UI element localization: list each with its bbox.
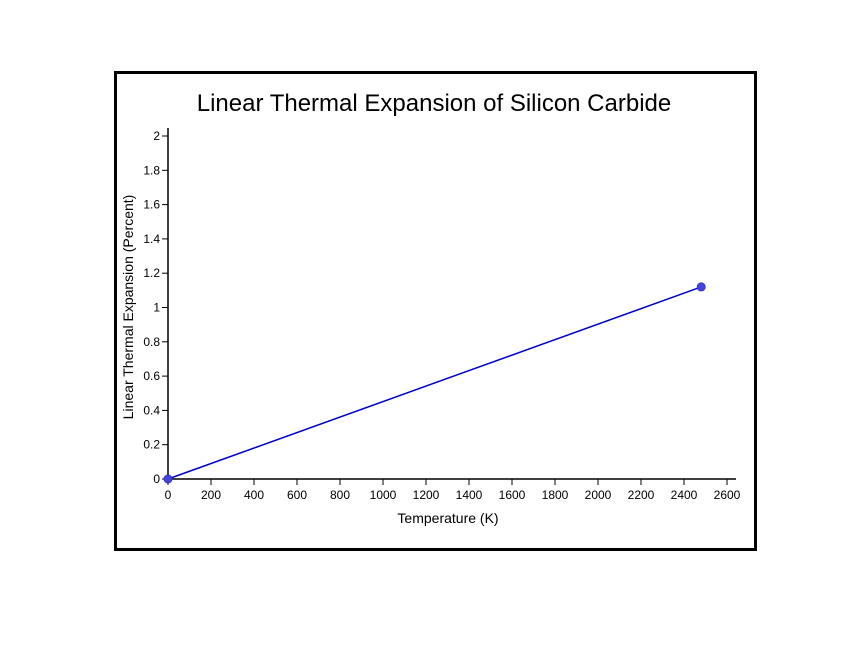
x-tick-label: 2000	[585, 488, 612, 502]
x-axis-label: Temperature (K)	[397, 510, 498, 526]
x-tick-label: 1600	[499, 488, 526, 502]
y-tick-label: 2	[153, 129, 160, 143]
x-tick-label: 0	[165, 488, 172, 502]
x-tick-label: 2200	[628, 488, 655, 502]
x-tick-label: 800	[330, 488, 350, 502]
data-point	[163, 474, 173, 484]
x-tick-label: 1200	[413, 488, 440, 502]
x-tick-label: 400	[244, 488, 264, 502]
x-tick-label: 1000	[370, 488, 397, 502]
chart-title: Linear Thermal Expansion of Silicon Carb…	[197, 90, 671, 117]
plot-area	[163, 282, 706, 484]
axes	[167, 128, 736, 480]
ticks: 0 200 400 600 800 1000 1200 1400 1600 1800 2000 220…	[143, 129, 740, 502]
x-tick-label: 200	[201, 488, 221, 502]
x-tick-label: 1400	[456, 488, 483, 502]
x-tick-label: 2400	[671, 488, 698, 502]
y-tick-label: 0.8	[143, 335, 160, 349]
x-tick-label: 2600	[714, 488, 741, 502]
y-tick-label: 1.2	[143, 266, 160, 280]
y-tick-label: 0.2	[143, 438, 160, 452]
x-tick-label: 1800	[542, 488, 569, 502]
y-tick-label: 0	[153, 472, 160, 486]
y-tick-label: 1	[153, 301, 160, 315]
y-tick-label: 1.8	[143, 163, 160, 177]
y-tick-label: 1.4	[143, 232, 160, 246]
y-axis-label: Linear Thermal Expansion (Percent)	[120, 195, 136, 420]
series-line	[167, 286, 702, 480]
y-tick-label: 0.4	[143, 403, 160, 417]
x-tick-label: 600	[287, 488, 307, 502]
y-tick-label: 1.6	[143, 198, 160, 212]
y-tick-label: 0.6	[143, 369, 160, 383]
data-point	[696, 282, 706, 292]
chart-frame	[114, 71, 757, 551]
